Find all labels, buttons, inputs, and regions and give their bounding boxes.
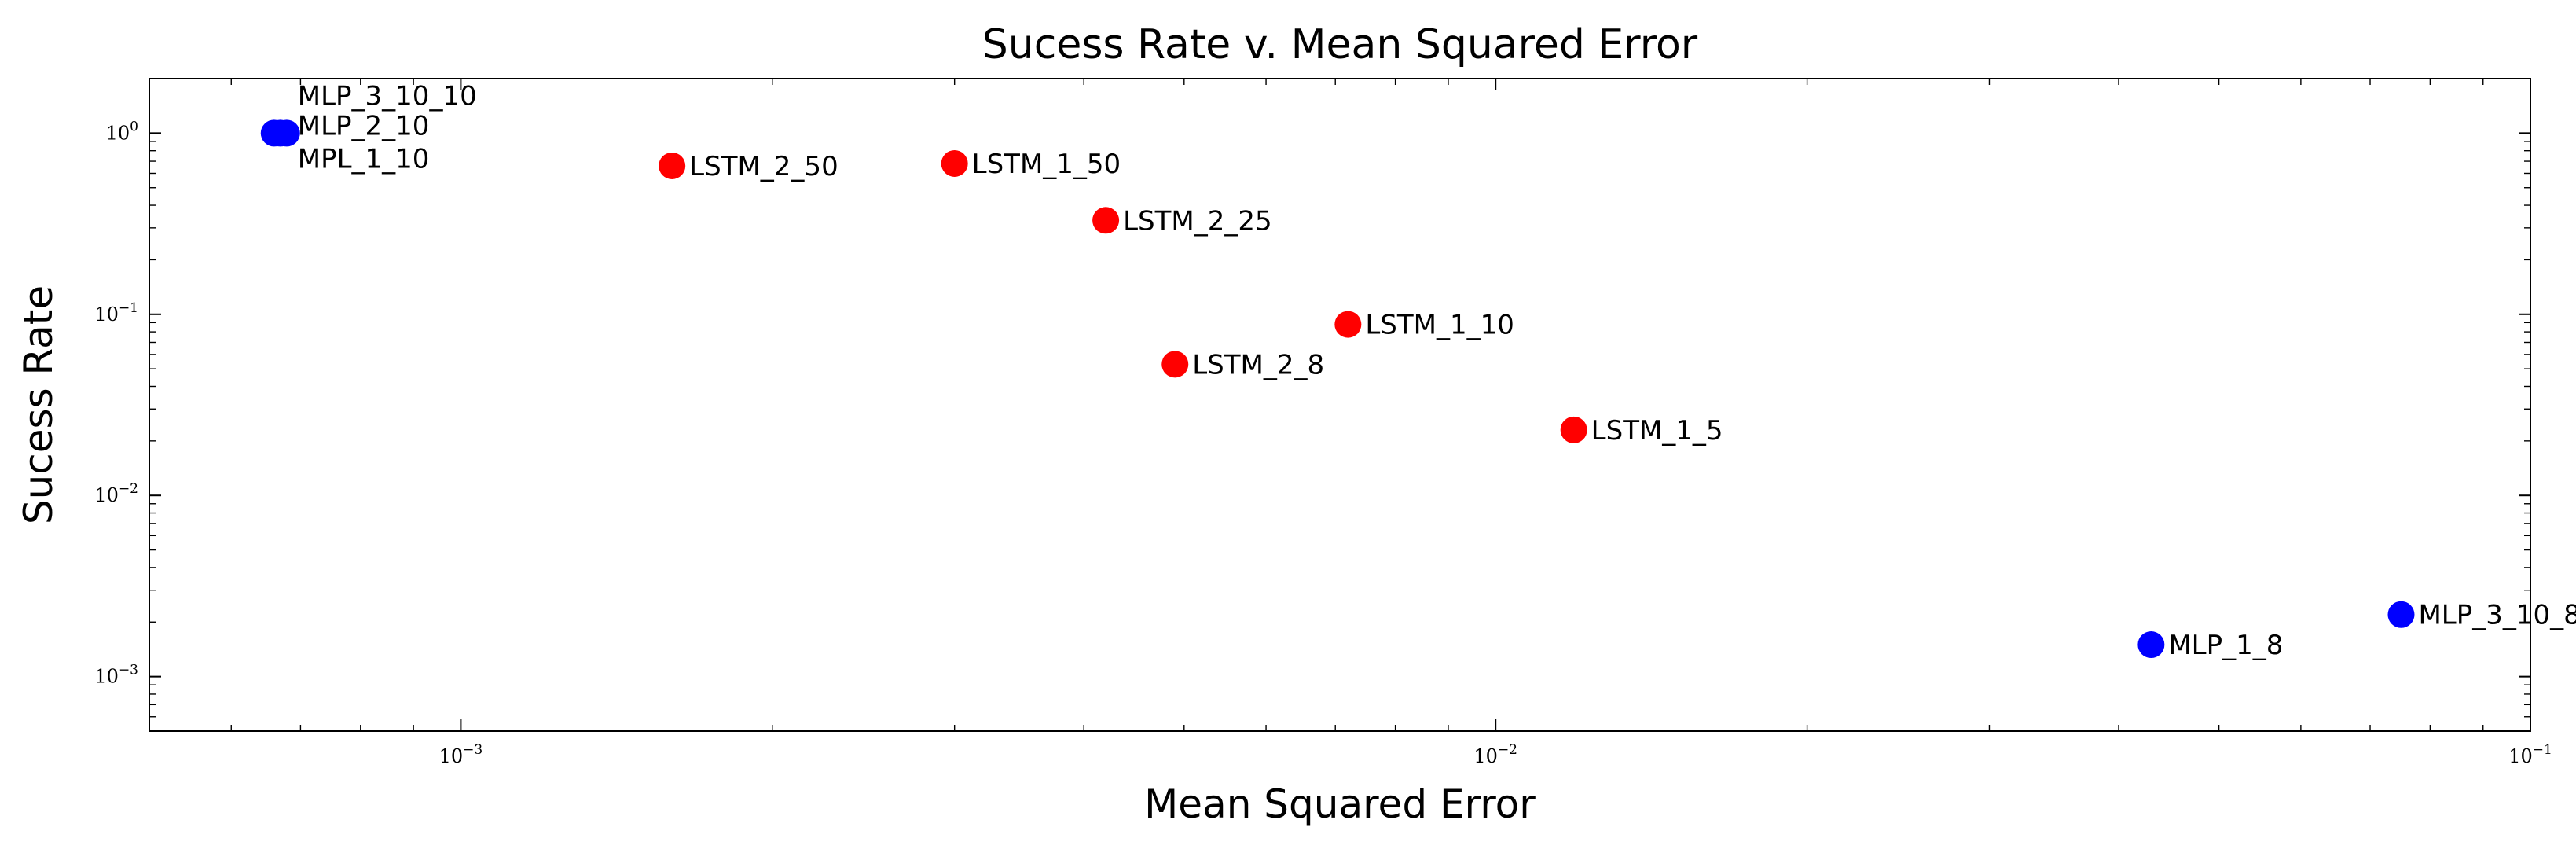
plot-area bbox=[149, 78, 2531, 732]
point-label: MPL_1_10 bbox=[298, 143, 430, 175]
point-label: MLP_2_10 bbox=[298, 110, 430, 142]
point-label: LSTM_1_50 bbox=[972, 149, 1121, 180]
data-points bbox=[260, 119, 2415, 659]
axis-ticks: 10−3 10−2 10−1 10−3 10−2 10−1 100 bbox=[94, 79, 2552, 767]
point-label: LSTM_2_8 bbox=[1192, 349, 1324, 380]
point-mlp-1-8 bbox=[2137, 631, 2165, 659]
point-lstm-1-50 bbox=[941, 149, 968, 177]
point-lstm-1-10 bbox=[1334, 311, 1362, 338]
point-lstm-2-25 bbox=[1092, 207, 1120, 234]
y-tick-label: 100 bbox=[106, 119, 138, 144]
x-tick-label: 10−2 bbox=[1473, 742, 1517, 767]
point-label: LSTM_2_50 bbox=[689, 151, 838, 182]
y-axis-label: Sucess Rate bbox=[16, 285, 61, 524]
chart-title: Sucess Rate v. Mean Squared Error bbox=[982, 21, 1698, 68]
y-tick-label: 10−3 bbox=[94, 663, 138, 688]
point-label: LSTM_2_25 bbox=[1123, 205, 1272, 237]
point-lstm-1-5 bbox=[1560, 416, 1587, 443]
point-label: MLP_3_10_8 bbox=[2418, 600, 2576, 631]
point-label: MLP_1_8 bbox=[2168, 630, 2283, 661]
point-label: LSTM_1_10 bbox=[1365, 310, 1514, 341]
point-lstm-2-8 bbox=[1161, 351, 1189, 378]
y-tick-label: 10−1 bbox=[94, 300, 138, 325]
x-axis-label: Mean Squared Error bbox=[1144, 781, 1536, 827]
point-mpl-1-10 bbox=[273, 119, 300, 147]
x-tick-label: 10−3 bbox=[439, 742, 483, 767]
y-tick-label: 10−2 bbox=[94, 481, 138, 506]
point-lstm-2-50 bbox=[659, 152, 686, 179]
point-label: MLP_3_10_10 bbox=[298, 80, 477, 112]
x-tick-label: 10−1 bbox=[2508, 742, 2552, 767]
point-label: LSTM_1_5 bbox=[1591, 415, 1723, 447]
point-mlp-3-10-8 bbox=[2387, 601, 2415, 628]
